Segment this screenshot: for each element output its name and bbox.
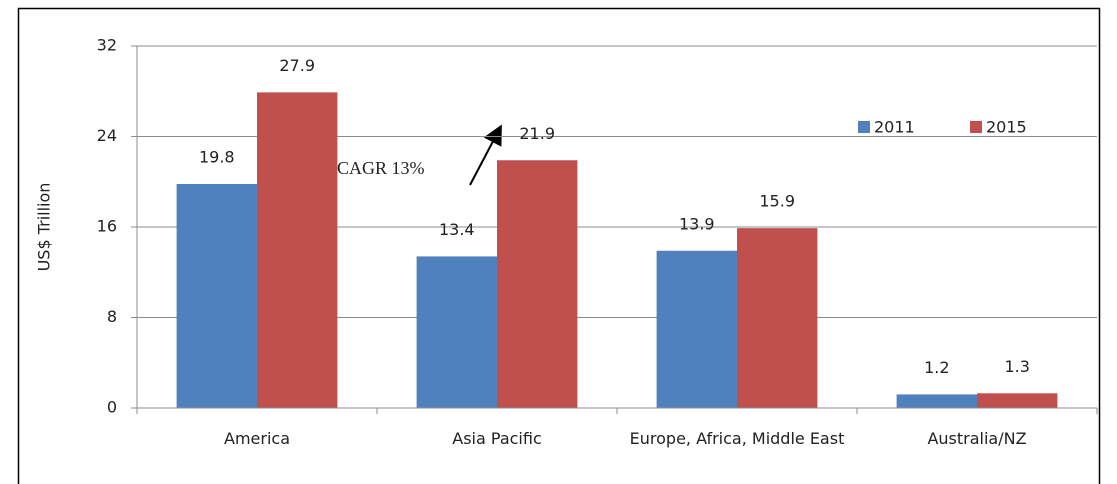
bar [896,394,977,408]
annotation-arrow [469,124,502,186]
x-tick-label-box: Asia Pacific [452,429,542,448]
y-axis-label: US$ Trillion [35,183,54,272]
x-tick-label-box: Australia/NZ [927,429,1027,448]
data-label: 1.3 [1004,357,1029,376]
bar [977,393,1058,408]
bar [176,184,257,408]
x-tick-label-box: America [224,429,290,448]
y-tick-label: 0 [107,398,117,417]
x-tick-label: Australia/NZ [927,429,1027,448]
y-tick-label: 8 [107,307,117,326]
x-tick-label: America [224,429,290,448]
data-label: 13.9 [679,214,715,233]
data-label: 15.9 [759,192,795,211]
y-tick-label: 32 [97,36,117,55]
y-tick-label: 16 [97,217,117,236]
legend-swatch [858,121,870,133]
y-tick-label: 24 [97,126,117,145]
annotation: CAGR 13% [337,158,425,178]
data-label: 27.9 [279,56,315,75]
x-tick-label: Asia Pacific [452,429,542,448]
data-label: 19.8 [199,148,235,167]
legend-label: 2011 [874,118,915,137]
legend-swatch [970,121,982,133]
x-tick-label-box: Europe, Africa, Middle East [629,429,845,448]
legend-label: 2015 [986,118,1027,137]
bar [737,228,818,408]
x-tick-label: Europe, Africa, Middle East [629,429,845,448]
data-label: 1.2 [924,358,949,377]
data-label: 21.9 [519,124,555,143]
bar [257,92,338,408]
bar [656,250,737,408]
data-label: 13.4 [439,220,475,239]
bar [416,256,497,408]
bar [497,160,578,408]
frame [17,7,1101,484]
